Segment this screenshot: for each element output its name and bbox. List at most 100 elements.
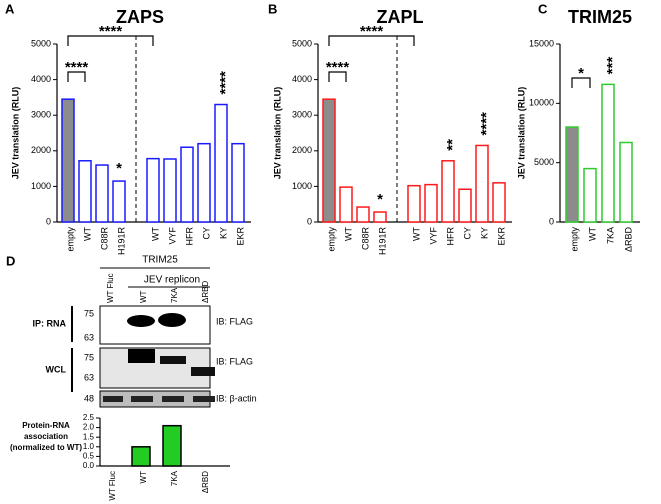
y-tick-label: 1.5 [83, 432, 95, 441]
y-tick-label: 5000 [534, 157, 554, 167]
y-tick-label: 10000 [529, 98, 554, 108]
y-tick-label: 0.0 [83, 461, 95, 470]
annotation: **** [217, 71, 234, 95]
chart-title: ZAPS [116, 7, 164, 27]
bar [565, 126, 579, 223]
x-tick-label: VYF [167, 227, 177, 245]
annotation: **** [478, 112, 495, 136]
bar [162, 424, 182, 467]
chart-title: TRIM25 [568, 7, 632, 27]
bar [492, 182, 506, 223]
y-tick-label: 5000 [292, 38, 312, 48]
bracket [67, 35, 154, 46]
marker: 63 [84, 372, 94, 382]
x-tick-label: C88R [360, 227, 370, 251]
x-tick-label: H191R [116, 227, 126, 256]
band [158, 313, 186, 327]
band [131, 396, 153, 402]
y-tick-label: 1000 [31, 181, 51, 191]
annotation: ** [444, 139, 461, 151]
ip-label: IP: RNA [33, 318, 67, 328]
marker: 75 [84, 308, 94, 318]
x-tick-label: KY [479, 227, 489, 239]
band [103, 396, 123, 402]
x-tick-label: HFR [445, 227, 455, 246]
bracket [571, 77, 591, 88]
blot-subheader: JEV replicon [144, 275, 200, 286]
y-axis-label: association [24, 432, 68, 441]
bar [441, 160, 455, 223]
x-tick-label: CY [201, 227, 211, 240]
bar [424, 183, 438, 223]
x-tick-label: empty [326, 227, 336, 252]
ib-label: IB: β-actin [216, 393, 257, 403]
y-tick-label: 4000 [292, 74, 312, 84]
y-tick-label: 3000 [31, 110, 51, 120]
y-tick-label: 2000 [292, 145, 312, 155]
x-tick-label: empty [569, 227, 579, 252]
x-tick-label: WT [343, 227, 353, 241]
annotation: *** [604, 57, 621, 75]
bar [373, 211, 387, 223]
bar [339, 186, 353, 223]
x-tick-label: WT [82, 227, 92, 241]
marker: 63 [84, 332, 94, 342]
bar [197, 142, 211, 223]
y-tick-label: 4000 [31, 74, 51, 84]
annotation: **** [326, 59, 350, 76]
band [127, 315, 155, 327]
y-tick-label: 2000 [31, 145, 51, 155]
panel-letter: C [538, 1, 548, 16]
bar [112, 180, 126, 223]
bar [407, 184, 421, 223]
x-tick-label: 7KA [170, 470, 179, 486]
y-axis-label: JEV translation (RLU) [516, 87, 526, 180]
bar [78, 160, 92, 223]
bracket [328, 35, 415, 46]
annotation: * [116, 160, 122, 177]
bar [214, 103, 228, 223]
x-tick-label: WT [411, 227, 421, 241]
wcl-label: WCL [46, 364, 67, 374]
y-tick-label: 2.0 [83, 423, 95, 432]
x-tick-label: VYF [428, 227, 438, 245]
y-tick-label: 5000 [31, 38, 51, 48]
bar [95, 164, 109, 223]
annotation: **** [65, 59, 89, 76]
x-tick-label: ΔRBD [201, 471, 210, 493]
x-tick-label: 7KA [605, 227, 615, 244]
y-tick-label: 0 [46, 216, 51, 226]
y-axis-label: JEV translation (RLU) [10, 87, 20, 180]
y-tick-label: 2.5 [83, 413, 95, 422]
y-axis-label: (normalized to WT) [10, 443, 82, 452]
bar [458, 188, 472, 223]
x-tick-label: WT Fluc [108, 471, 117, 501]
bar [146, 157, 160, 223]
x-tick-label: EKR [235, 227, 245, 246]
bracket [328, 71, 347, 82]
ib-label: IB: FLAG [216, 356, 253, 366]
annotation: * [377, 191, 383, 208]
bar [131, 446, 151, 467]
y-tick-label: 3000 [292, 110, 312, 120]
annotation: **** [99, 23, 123, 40]
x-tick-label: EKR [496, 227, 506, 246]
marker: 48 [84, 393, 94, 403]
x-tick-label: empty [65, 227, 75, 252]
y-axis-label: Protein-RNA [22, 421, 70, 430]
x-tick-label: WT [150, 227, 160, 241]
bar [163, 158, 177, 223]
lane-label: 7KA [170, 287, 179, 303]
band [191, 367, 215, 376]
bar [475, 144, 489, 223]
annotation: **** [360, 23, 384, 40]
band [128, 349, 155, 363]
bar [322, 98, 336, 223]
lane-label: ΔRBD [201, 281, 210, 303]
y-axis-label: JEV translation (RLU) [272, 87, 282, 180]
band [193, 396, 215, 402]
x-tick-label: WT [139, 471, 148, 484]
y-tick-label: 0 [307, 216, 312, 226]
bar [619, 141, 633, 223]
